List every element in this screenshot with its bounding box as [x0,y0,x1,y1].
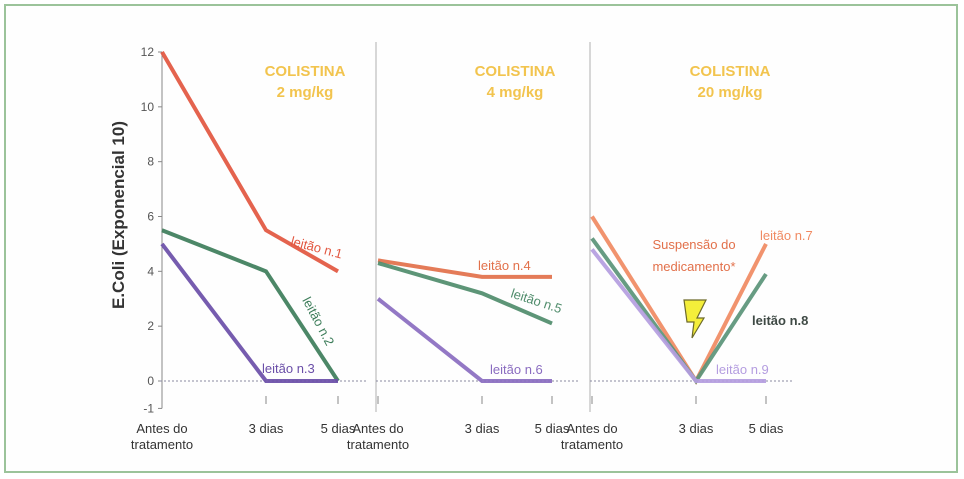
chart-frame [4,4,958,473]
series-label: leitão n.8 [752,313,808,328]
series-label: leitão n.5 [509,286,564,317]
lightning-arrow-icon [683,299,707,339]
x-tick-label: 3 dias [249,421,284,436]
series-label: leitão n.4 [478,258,531,273]
x-tick-label: Antes do tratamento [131,421,193,452]
series-line [376,297,552,383]
panel-subtitle: 2 mg/kg [277,84,334,101]
x-tick-label: 5 dias [535,421,570,436]
x-tick-label: Antes do tratamento [561,421,623,452]
panel-title: COLISTINA [690,63,771,80]
series-line [160,50,339,274]
panel-subtitle: 20 mg/kg [697,84,762,101]
series-line [160,242,338,383]
y-tick-label: 4 [147,264,154,278]
panel-subtitle: 4 mg/kg [487,84,544,101]
series-label: leitão n.3 [262,361,315,376]
y-tick-label: 12 [141,45,155,59]
annotation-text: medicamento* [652,259,735,274]
y-tick-label: 8 [147,155,154,169]
series-label: leitão n.6 [490,362,543,377]
x-tick-label: 5 dias [749,421,784,436]
y-tick-label: 10 [141,100,155,114]
x-tick-label: 3 dias [465,421,500,436]
series-label: leitão n.2 [299,294,337,348]
series-label: leitão n.7 [760,228,813,243]
y-tick-label: 2 [147,319,154,333]
panel-title: COLISTINA [265,63,346,80]
x-tick-label: 3 dias [679,421,714,436]
annotation-text: Suspensão do [652,237,735,252]
y-axis-label: E.Coli (Exponencial 10) [109,121,128,309]
x-tick-label: 5 dias [321,421,356,436]
series-line [590,248,766,383]
y-tick-label: -1 [143,401,154,415]
series-line [161,228,340,383]
panel-title: COLISTINA [475,63,556,80]
y-tick-label: 6 [147,210,154,224]
series-line [377,261,553,326]
y-tick-label: 0 [147,374,154,388]
series-label: leitão n.9 [716,362,769,377]
x-tick-label: Antes do tratamento [347,421,409,452]
series-line [377,258,552,279]
